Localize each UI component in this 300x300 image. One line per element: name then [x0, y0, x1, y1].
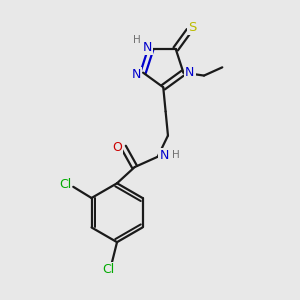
Text: N: N — [132, 68, 141, 81]
Text: N: N — [142, 41, 152, 54]
Text: O: O — [112, 141, 122, 154]
Text: H: H — [172, 150, 180, 160]
Text: N: N — [185, 66, 195, 79]
Text: Cl: Cl — [103, 263, 115, 276]
Text: H: H — [133, 34, 140, 44]
Text: N: N — [159, 149, 169, 162]
Text: S: S — [188, 21, 197, 34]
Text: Cl: Cl — [59, 178, 71, 191]
